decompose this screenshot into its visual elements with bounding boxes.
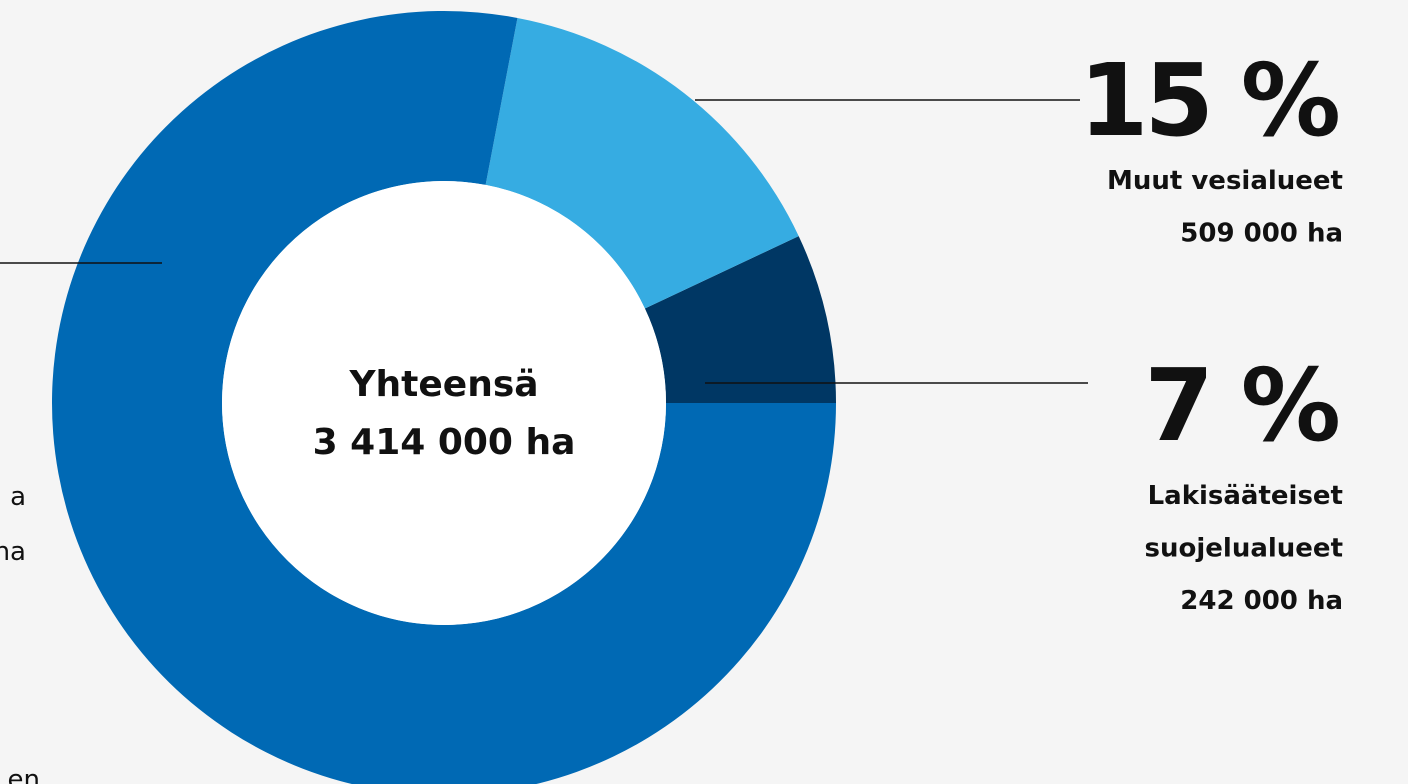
- value-label: 15 %: [1079, 42, 1339, 159]
- donut-segment: [52, 11, 836, 784]
- donut-segment: [485, 17, 799, 309]
- value-label: 7 %: [1144, 347, 1338, 464]
- donut-segment: [644, 236, 836, 403]
- area-label: 242 000 ha: [1180, 586, 1343, 616]
- center-label: Yhteensä: [348, 364, 538, 405]
- cropped-text: a: [10, 482, 26, 512]
- category-label: suojelualueet: [1145, 534, 1343, 564]
- category-label: Muut vesialueet: [1107, 166, 1343, 196]
- area-label: 509 000 ha: [1180, 219, 1343, 249]
- cropped-text: en: [8, 765, 40, 784]
- category-label: Lakisääteiset: [1148, 481, 1343, 511]
- donut-hole: [222, 181, 666, 625]
- center-label: 3 414 000 ha: [313, 422, 576, 463]
- cropped-text: na: [0, 537, 26, 567]
